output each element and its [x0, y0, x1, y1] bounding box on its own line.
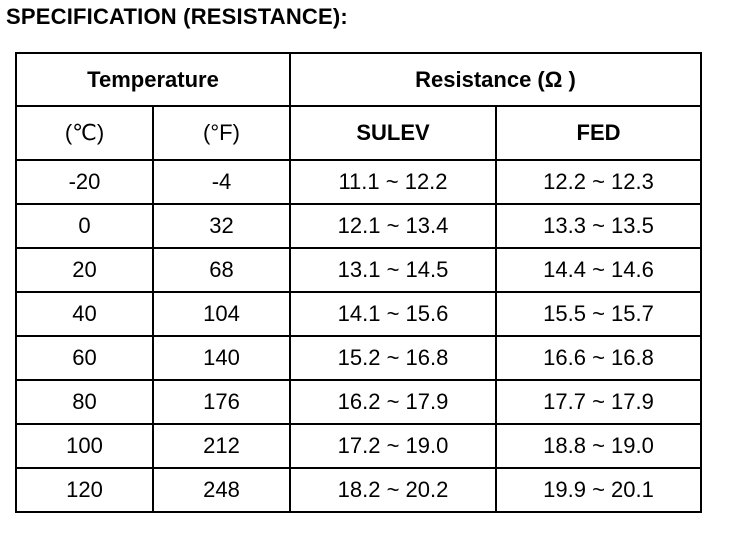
data-cell: 140 [152, 335, 291, 381]
data-row: 60 140 15.2 ~ 16.8 16.6 ~ 16.8 [15, 335, 702, 381]
data-cell: 18.8 ~ 19.0 [495, 423, 702, 469]
data-cell: 104 [152, 291, 291, 337]
header-cell: Temperature [15, 52, 291, 107]
data-cell: 212 [152, 423, 291, 469]
data-cell: 176 [152, 379, 291, 425]
data-cell: 120 [15, 467, 154, 513]
data-cell: 18.2 ~ 20.2 [289, 467, 497, 513]
data-cell: 17.7 ~ 17.9 [495, 379, 702, 425]
data-cell: 60 [15, 335, 154, 381]
subheader-cell: (°F) [152, 105, 291, 161]
header-cell: Resistance (Ω ) [289, 52, 702, 107]
subheader-row: (℃) (°F) SULEV FED [15, 105, 702, 161]
data-row: 120 248 18.2 ~ 20.2 19.9 ~ 20.1 [15, 467, 702, 513]
data-cell: -20 [15, 159, 154, 205]
data-cell: -4 [152, 159, 291, 205]
data-row: 100 212 17.2 ~ 19.0 18.8 ~ 19.0 [15, 423, 702, 469]
data-cell: 15.2 ~ 16.8 [289, 335, 497, 381]
data-row: 40 104 14.1 ~ 15.6 15.5 ~ 15.7 [15, 291, 702, 337]
data-cell: 15.5 ~ 15.7 [495, 291, 702, 337]
data-cell: 14.1 ~ 15.6 [289, 291, 497, 337]
subheader-cell: (℃) [15, 105, 154, 161]
data-row: 20 68 13.1 ~ 14.5 14.4 ~ 14.6 [15, 247, 702, 293]
data-cell: 17.2 ~ 19.0 [289, 423, 497, 469]
data-cell: 12.1 ~ 13.4 [289, 203, 497, 249]
subheader-cell: FED [495, 105, 702, 161]
data-cell: 13.1 ~ 14.5 [289, 247, 497, 293]
data-cell: 20 [15, 247, 154, 293]
data-cell: 80 [15, 379, 154, 425]
data-cell: 16.2 ~ 17.9 [289, 379, 497, 425]
data-cell: 19.9 ~ 20.1 [495, 467, 702, 513]
spec-table: Temperature Resistance (Ω ) (℃) (°F) SUL… [15, 52, 702, 513]
data-cell: 11.1 ~ 12.2 [289, 159, 497, 205]
data-cell: 0 [15, 203, 154, 249]
title: SPECIFICATION (RESISTANCE): [6, 4, 348, 29]
data-row: -20 -4 11.1 ~ 12.2 12.2 ~ 12.3 [15, 159, 702, 205]
data-row: 0 32 12.1 ~ 13.4 13.3 ~ 13.5 [15, 203, 702, 249]
data-row: 80 176 16.2 ~ 17.9 17.7 ~ 17.9 [15, 379, 702, 425]
data-cell: 14.4 ~ 14.6 [495, 247, 702, 293]
data-cell: 12.2 ~ 12.3 [495, 159, 702, 205]
subheader-cell: SULEV [289, 105, 497, 161]
data-cell: 13.3 ~ 13.5 [495, 203, 702, 249]
data-cell: 68 [152, 247, 291, 293]
data-cell: 40 [15, 291, 154, 337]
data-cell: 16.6 ~ 16.8 [495, 335, 702, 381]
data-cell: 32 [152, 203, 291, 249]
header-row: Temperature Resistance (Ω ) [15, 52, 702, 107]
data-cell: 100 [15, 423, 154, 469]
data-cell: 248 [152, 467, 291, 513]
